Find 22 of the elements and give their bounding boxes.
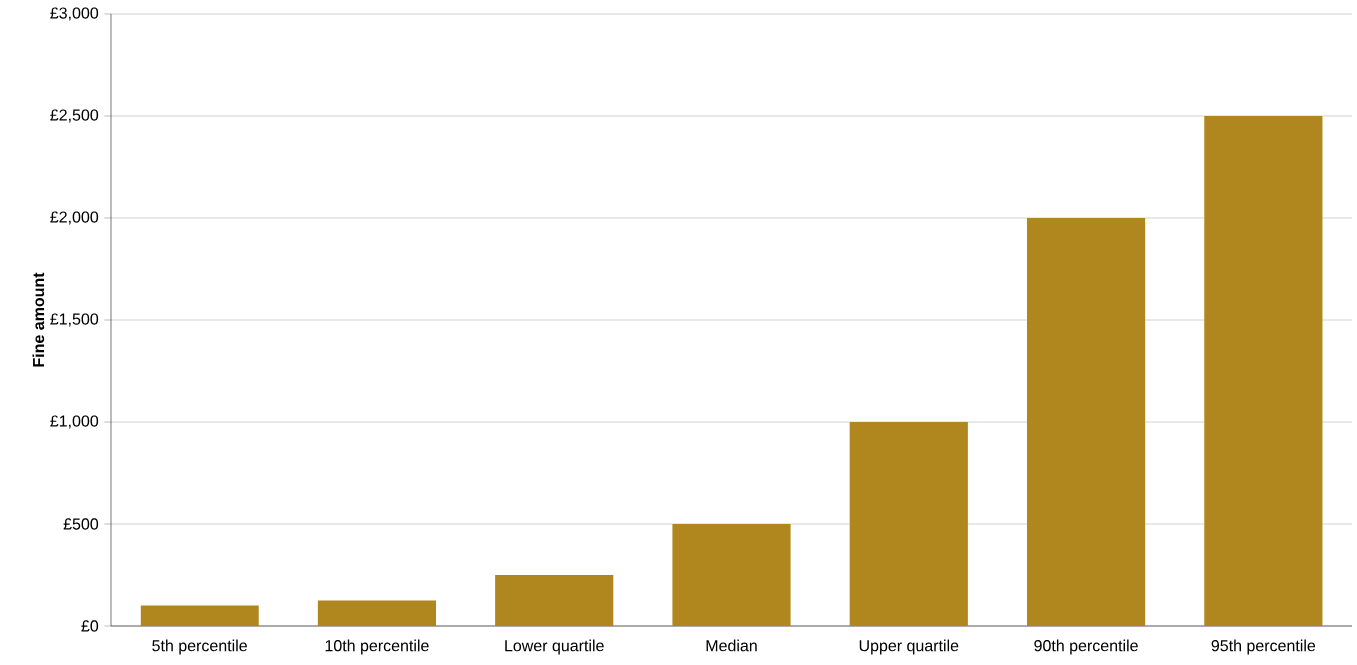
- y-tick-label: £2,000: [50, 211, 99, 225]
- y-tick-label: £1,500: [50, 313, 99, 327]
- bar: [495, 575, 614, 626]
- bar: [140, 605, 259, 626]
- y-tick-label: £0: [81, 620, 99, 632]
- x-tick-label: 95th percentile: [1211, 639, 1316, 655]
- x-tick-label: 5th percentile: [152, 639, 247, 655]
- y-tick-label: £3,000: [50, 7, 99, 21]
- bar: [1026, 218, 1146, 626]
- y-tick-label: £2,500: [50, 109, 99, 123]
- y-tick-label: £1,000: [50, 415, 99, 429]
- bar: [849, 422, 968, 626]
- bar: [672, 524, 791, 626]
- x-tick-label: Lower quartile: [505, 639, 604, 655]
- y-tick-label: £500: [63, 518, 99, 530]
- x-tick-label: Median: [706, 639, 757, 652]
- x-tick-label: 90th percentile: [1034, 639, 1138, 655]
- bar: [1204, 116, 1323, 626]
- bar: [317, 600, 437, 626]
- x-tick-label: Upper quartile: [859, 639, 959, 655]
- x-tick-label: 10th percentile: [325, 639, 429, 655]
- y-axis-title: Fine amount: [32, 272, 45, 367]
